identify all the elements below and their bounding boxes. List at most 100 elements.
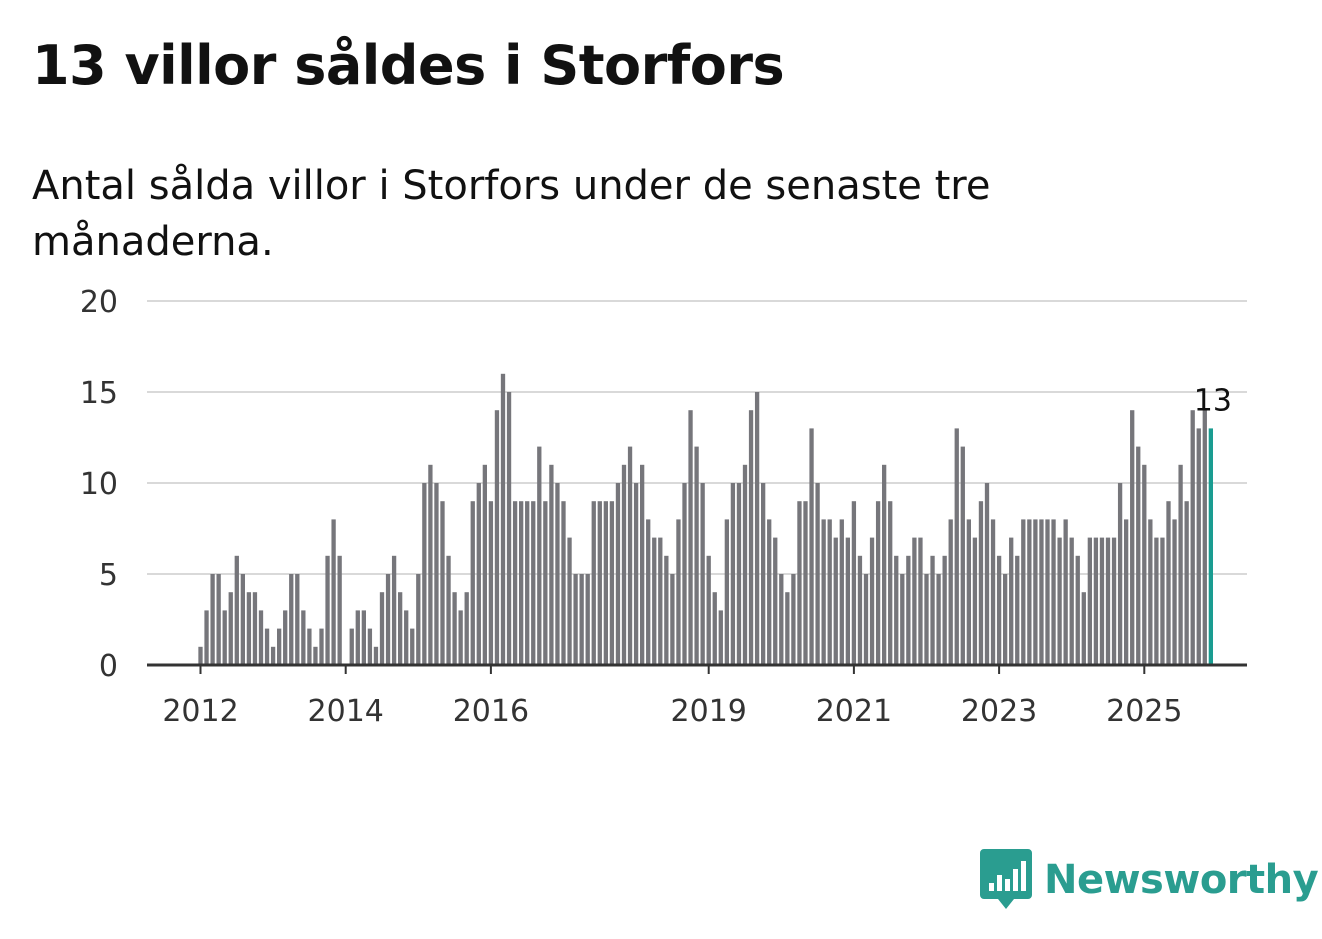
bar bbox=[972, 537, 978, 665]
bar bbox=[742, 464, 748, 665]
y-tick-label: 5 bbox=[99, 558, 118, 593]
bar bbox=[1009, 537, 1014, 665]
bar bbox=[373, 646, 379, 665]
bar bbox=[918, 537, 923, 665]
bar bbox=[301, 610, 306, 665]
bar bbox=[960, 446, 965, 665]
bar bbox=[398, 592, 403, 665]
bar bbox=[379, 592, 385, 665]
x-tick-label: 2014 bbox=[308, 694, 384, 729]
bar bbox=[803, 501, 808, 665]
bar bbox=[1117, 483, 1123, 665]
bar bbox=[573, 574, 578, 665]
bar bbox=[385, 574, 391, 665]
bar bbox=[1099, 537, 1105, 665]
bar bbox=[1154, 537, 1159, 665]
bar bbox=[1124, 519, 1129, 665]
bar bbox=[500, 373, 506, 665]
bar bbox=[555, 483, 560, 665]
bar bbox=[1093, 537, 1099, 665]
bar bbox=[325, 555, 330, 665]
bar bbox=[706, 555, 711, 665]
bar bbox=[519, 501, 524, 665]
bar bbox=[724, 519, 729, 665]
bar bbox=[869, 537, 875, 665]
bar bbox=[434, 483, 439, 665]
bar bbox=[779, 574, 784, 665]
bar bbox=[936, 574, 941, 665]
bar bbox=[216, 574, 221, 665]
bar bbox=[361, 610, 366, 665]
bar bbox=[1111, 537, 1117, 665]
bar bbox=[543, 501, 548, 665]
bar bbox=[210, 574, 215, 665]
bar bbox=[452, 592, 457, 665]
bar bbox=[531, 501, 536, 665]
bar bbox=[875, 501, 881, 665]
bar bbox=[307, 628, 312, 665]
bar bbox=[694, 446, 699, 665]
bar bbox=[1184, 501, 1189, 665]
bar bbox=[621, 464, 627, 665]
bar bbox=[1069, 537, 1074, 665]
brand: Newsworthy bbox=[980, 848, 1319, 912]
bar bbox=[1130, 410, 1135, 665]
bar bbox=[627, 446, 633, 665]
bar bbox=[1057, 537, 1062, 665]
bar bbox=[1033, 519, 1038, 665]
bar bbox=[549, 464, 554, 665]
bar bbox=[428, 464, 433, 665]
bar bbox=[718, 610, 723, 665]
bar bbox=[845, 537, 850, 665]
x-tick-label: 2021 bbox=[816, 694, 892, 729]
x-tick-label: 2019 bbox=[671, 694, 747, 729]
bar bbox=[609, 501, 615, 665]
bar bbox=[646, 519, 651, 665]
bar bbox=[567, 537, 572, 665]
y-tick-label: 15 bbox=[80, 376, 118, 411]
bar bbox=[488, 501, 494, 665]
bar bbox=[440, 501, 445, 665]
bar bbox=[966, 519, 971, 665]
bar bbox=[730, 483, 736, 665]
bar bbox=[1148, 519, 1153, 665]
bar bbox=[198, 646, 203, 665]
bar bbox=[264, 628, 270, 665]
bar bbox=[990, 519, 996, 665]
bar bbox=[1166, 501, 1171, 665]
bar bbox=[1087, 537, 1092, 665]
bar bbox=[682, 483, 687, 665]
last-value-label: 13 bbox=[1194, 383, 1232, 418]
bar bbox=[1160, 537, 1165, 665]
bar bbox=[410, 628, 415, 665]
bar bbox=[984, 483, 990, 665]
bar bbox=[821, 519, 826, 665]
bar bbox=[688, 410, 693, 665]
bar bbox=[827, 519, 832, 665]
bar bbox=[277, 628, 282, 665]
bar bbox=[748, 410, 754, 665]
bar bbox=[1015, 555, 1020, 665]
bar bbox=[924, 574, 929, 665]
bar bbox=[234, 555, 239, 665]
bar bbox=[754, 392, 760, 665]
bar bbox=[736, 483, 742, 665]
bar bbox=[700, 483, 705, 665]
bar bbox=[464, 592, 469, 665]
bar bbox=[1142, 464, 1147, 665]
bar bbox=[404, 610, 409, 665]
bar bbox=[561, 501, 566, 665]
bar bbox=[791, 574, 796, 665]
bar bbox=[416, 574, 421, 665]
newsworthy-logo-icon bbox=[980, 849, 1032, 909]
bar bbox=[313, 646, 318, 665]
x-tick-label: 2025 bbox=[1106, 694, 1182, 729]
bar bbox=[640, 464, 645, 665]
bar bbox=[1190, 410, 1195, 665]
bar bbox=[1178, 464, 1183, 665]
bar bbox=[785, 592, 790, 665]
bar bbox=[240, 574, 245, 665]
bar bbox=[996, 555, 1002, 665]
bar bbox=[773, 537, 778, 665]
bar bbox=[942, 555, 947, 665]
